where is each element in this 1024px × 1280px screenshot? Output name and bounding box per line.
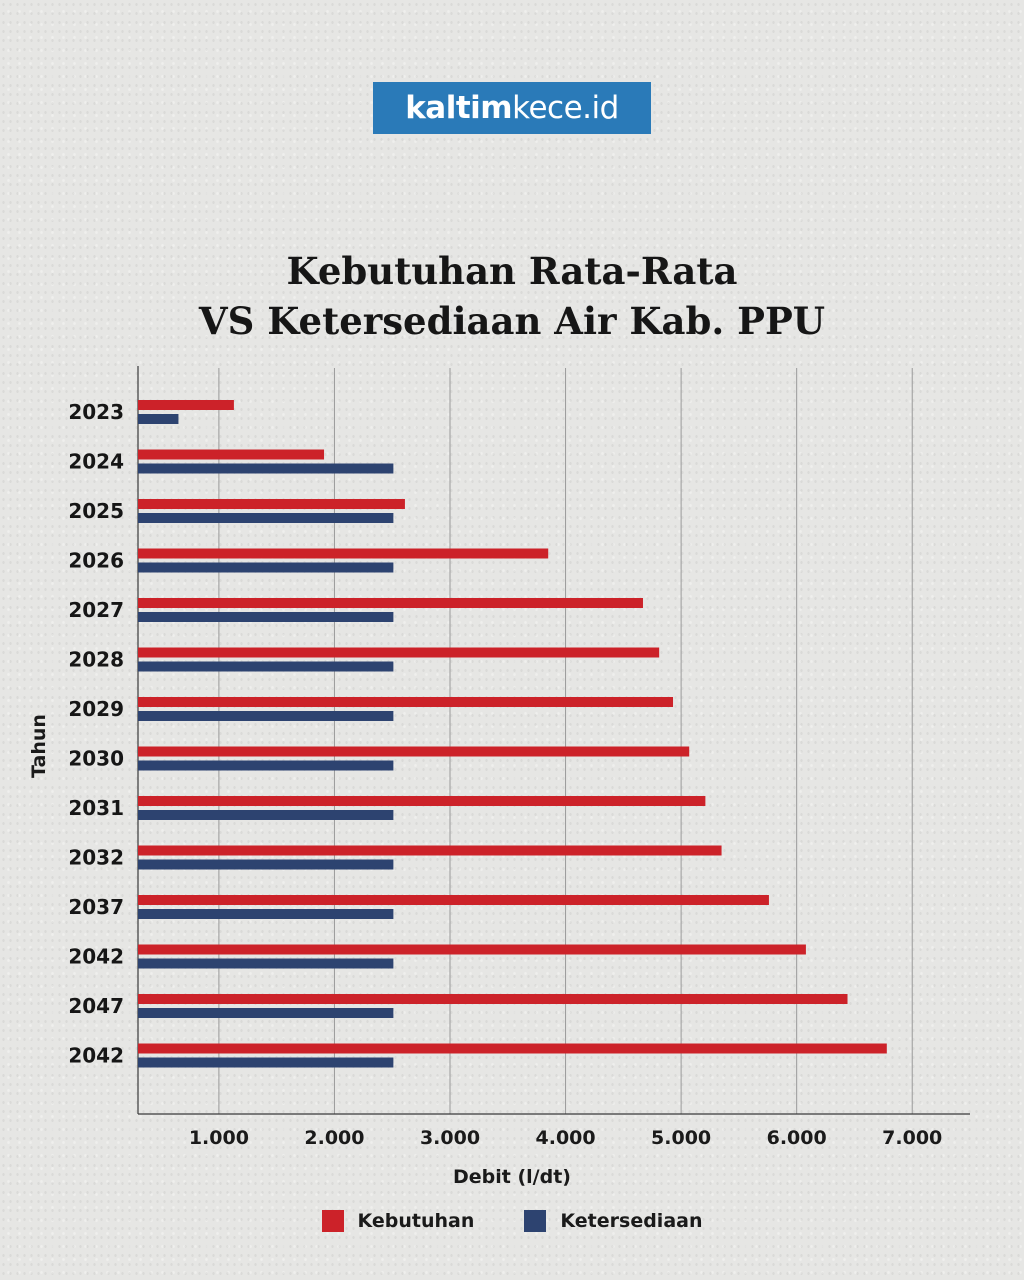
y-tick-label: 2037 bbox=[68, 895, 124, 919]
bar-kebutuhan bbox=[138, 499, 405, 509]
legend-item-ketersediaan: Ketersediaan bbox=[524, 1210, 702, 1232]
chart-title-line-2: VS Ketersediaan Air Kab. PPU bbox=[198, 299, 826, 343]
legend-swatch-kebutuhan bbox=[321, 1210, 344, 1232]
bar-kebutuhan bbox=[138, 548, 549, 559]
y-tick-label: 2042 bbox=[68, 945, 124, 969]
x-tick-label: 7.000 bbox=[882, 1127, 942, 1149]
bar-kebutuhan bbox=[138, 647, 660, 658]
y-tick-label: 2025 bbox=[68, 499, 124, 523]
legend-swatch-ketersediaan bbox=[524, 1210, 547, 1232]
bar-ketersediaan bbox=[138, 1008, 394, 1018]
y-tick-label: 2031 bbox=[68, 796, 124, 820]
y-tick-label: 2047 bbox=[68, 994, 124, 1018]
logo-bold-text: kaltim bbox=[405, 90, 513, 126]
chart-title-line-1: Kebutuhan Rata-Rata bbox=[286, 249, 738, 293]
bar-kebutuhan bbox=[138, 895, 769, 905]
x-tick-label: 1.000 bbox=[189, 1127, 249, 1149]
bar-kebutuhan bbox=[138, 697, 674, 707]
bar-ketersediaan bbox=[138, 612, 394, 622]
bar-ketersediaan bbox=[138, 760, 394, 771]
bar-kebutuhan bbox=[138, 598, 643, 608]
brand-logo[interactable]: kaltim kece.id bbox=[373, 82, 651, 134]
bar-ketersediaan bbox=[138, 562, 394, 573]
legend-item-kebutuhan: Kebutuhan bbox=[321, 1210, 475, 1232]
bar-ketersediaan bbox=[138, 958, 394, 969]
bar-kebutuhan bbox=[138, 796, 706, 806]
bar-kebutuhan bbox=[138, 944, 806, 955]
y-tick-label: 2023 bbox=[68, 400, 124, 424]
legend-label-ketersediaan: Ketersediaan bbox=[560, 1210, 703, 1232]
bar-kebutuhan bbox=[138, 845, 722, 856]
x-tick-label: 3.000 bbox=[420, 1127, 480, 1149]
x-axis-label: Debit (l/dt) bbox=[453, 1166, 571, 1188]
x-tick-label: 2.000 bbox=[304, 1127, 364, 1149]
legend-label-kebutuhan: Kebutuhan bbox=[357, 1210, 475, 1232]
logo-light-text: kece.id bbox=[512, 90, 619, 126]
bar-kebutuhan bbox=[138, 746, 690, 757]
legend: Kebutuhan Ketersediaan bbox=[0, 1210, 1024, 1232]
x-tick-label: 5.000 bbox=[651, 1127, 711, 1149]
bar-kebutuhan bbox=[138, 400, 234, 410]
bar-ketersediaan bbox=[138, 661, 394, 672]
chart-title: Kebutuhan Rata-Rata VS Ketersediaan Air … bbox=[0, 246, 1024, 346]
bar-ketersediaan bbox=[138, 711, 394, 721]
y-tick-label: 2042 bbox=[68, 1044, 124, 1068]
y-tick-label: 2024 bbox=[68, 450, 124, 474]
bar-kebutuhan bbox=[138, 1043, 887, 1054]
y-tick-label: 2028 bbox=[68, 648, 124, 672]
bar-ketersediaan bbox=[138, 463, 394, 474]
x-tick-label: 6.000 bbox=[767, 1127, 827, 1149]
y-tick-label: 2030 bbox=[68, 747, 124, 771]
y-tick-label: 2026 bbox=[68, 549, 124, 573]
bar-ketersediaan bbox=[138, 810, 394, 820]
y-tick-label: 2029 bbox=[68, 697, 124, 721]
y-axis-label: Tahun bbox=[28, 714, 50, 778]
y-tick-label: 2032 bbox=[68, 846, 124, 870]
bar-ketersediaan bbox=[138, 1057, 394, 1068]
y-tick-label: 2027 bbox=[68, 598, 124, 622]
x-tick-label: 4.000 bbox=[536, 1127, 596, 1149]
bar-kebutuhan bbox=[138, 449, 325, 460]
bar-ketersediaan bbox=[138, 513, 394, 523]
bar-ketersediaan bbox=[138, 414, 179, 424]
bar-kebutuhan bbox=[138, 994, 848, 1004]
bar-ketersediaan bbox=[138, 859, 394, 870]
bar-ketersediaan bbox=[138, 909, 394, 919]
